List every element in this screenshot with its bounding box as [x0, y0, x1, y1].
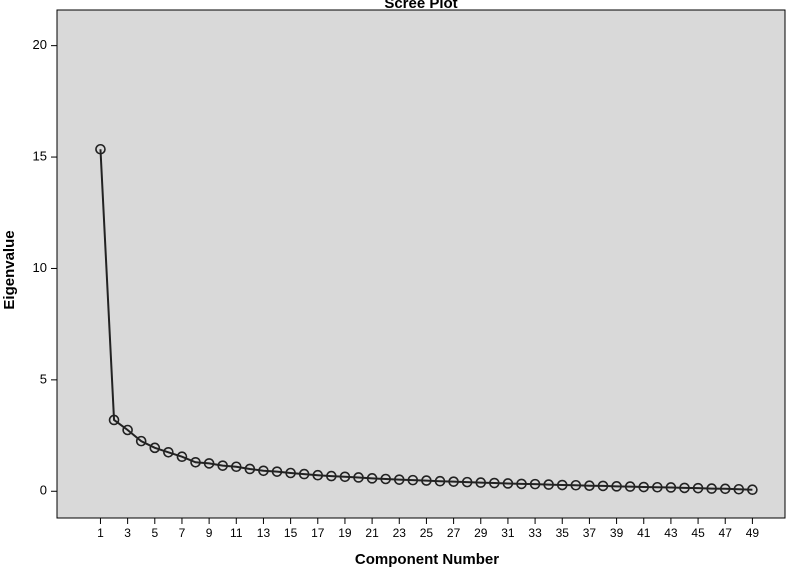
- point: [258, 465, 269, 477]
- point: [529, 478, 541, 490]
- point: [176, 451, 188, 463]
- point: [380, 473, 391, 485]
- point: [190, 456, 201, 468]
- point: [108, 414, 120, 426]
- point: [393, 474, 405, 485]
- point: [122, 424, 133, 436]
- point: [652, 481, 663, 493]
- point: [421, 475, 432, 486]
- x-tick-label: 9: [206, 526, 213, 540]
- point: [326, 470, 337, 482]
- y-tick-label: 0: [40, 483, 47, 498]
- point: [230, 461, 242, 473]
- point: [95, 143, 106, 155]
- y-tick-label: 10: [33, 260, 47, 275]
- x-tick-label: 31: [501, 526, 515, 540]
- point: [692, 482, 704, 494]
- point: [706, 483, 717, 494]
- x-tick-label: 15: [284, 526, 298, 540]
- point: [271, 466, 283, 477]
- point: [543, 479, 554, 490]
- point: [516, 478, 527, 490]
- x-tick-label: 29: [474, 526, 488, 540]
- point: [461, 476, 473, 488]
- point: [747, 484, 758, 496]
- point: [217, 460, 229, 471]
- point: [719, 483, 731, 495]
- y-tick-label: 20: [33, 37, 47, 52]
- y-tick-label: 15: [33, 148, 47, 163]
- point: [611, 481, 622, 492]
- y-axis-label: Eigenvalue: [1, 230, 18, 309]
- x-tick-label: 35: [556, 526, 570, 540]
- y-tick-label: 5: [40, 371, 47, 386]
- point: [434, 475, 446, 487]
- point: [339, 471, 351, 483]
- point: [312, 469, 324, 481]
- point: [556, 479, 568, 491]
- x-tick-label: 5: [151, 526, 158, 540]
- x-tick-label: 27: [447, 526, 461, 540]
- point: [570, 479, 582, 491]
- x-tick-label: 25: [420, 526, 434, 540]
- x-tick-label: 23: [393, 526, 407, 540]
- point: [584, 480, 595, 491]
- point: [679, 482, 690, 494]
- x-tick-label: 37: [583, 526, 597, 540]
- point: [149, 442, 161, 454]
- point: [203, 458, 215, 469]
- x-tick-label: 7: [179, 526, 186, 540]
- plot-area: [56, 9, 786, 519]
- point: [407, 474, 419, 486]
- x-tick-label: 47: [719, 526, 733, 540]
- point: [624, 481, 636, 492]
- point: [366, 473, 378, 484]
- x-tick-label: 3: [124, 526, 131, 540]
- x-tick-label: 41: [637, 526, 651, 540]
- point: [475, 477, 487, 488]
- x-tick-label: 49: [746, 526, 760, 540]
- point: [638, 481, 650, 493]
- point: [597, 480, 609, 492]
- x-tick-label: 13: [257, 526, 271, 540]
- x-tick-label: 17: [311, 526, 325, 540]
- x-tick-label: 19: [338, 526, 352, 540]
- x-tick-label: 1: [97, 526, 104, 540]
- point: [163, 446, 174, 458]
- point: [502, 478, 514, 489]
- x-tick-label: 45: [691, 526, 705, 540]
- point: [244, 463, 256, 475]
- point: [665, 482, 677, 493]
- series-line: [99, 149, 753, 491]
- x-tick-label: 11: [230, 526, 243, 540]
- x-tick-label: 33: [528, 526, 542, 540]
- point: [448, 476, 459, 487]
- point: [135, 435, 147, 447]
- point: [298, 468, 310, 480]
- x-tick-label: 39: [610, 526, 624, 540]
- chart-title: Scree Plot: [384, 0, 457, 12]
- point: [489, 477, 500, 489]
- point: [285, 467, 296, 479]
- point: [353, 472, 364, 483]
- x-tick-label: 43: [664, 526, 678, 540]
- point: [733, 483, 745, 495]
- x-axis-label: Component Number: [355, 551, 499, 568]
- x-tick-label: 21: [365, 526, 379, 540]
